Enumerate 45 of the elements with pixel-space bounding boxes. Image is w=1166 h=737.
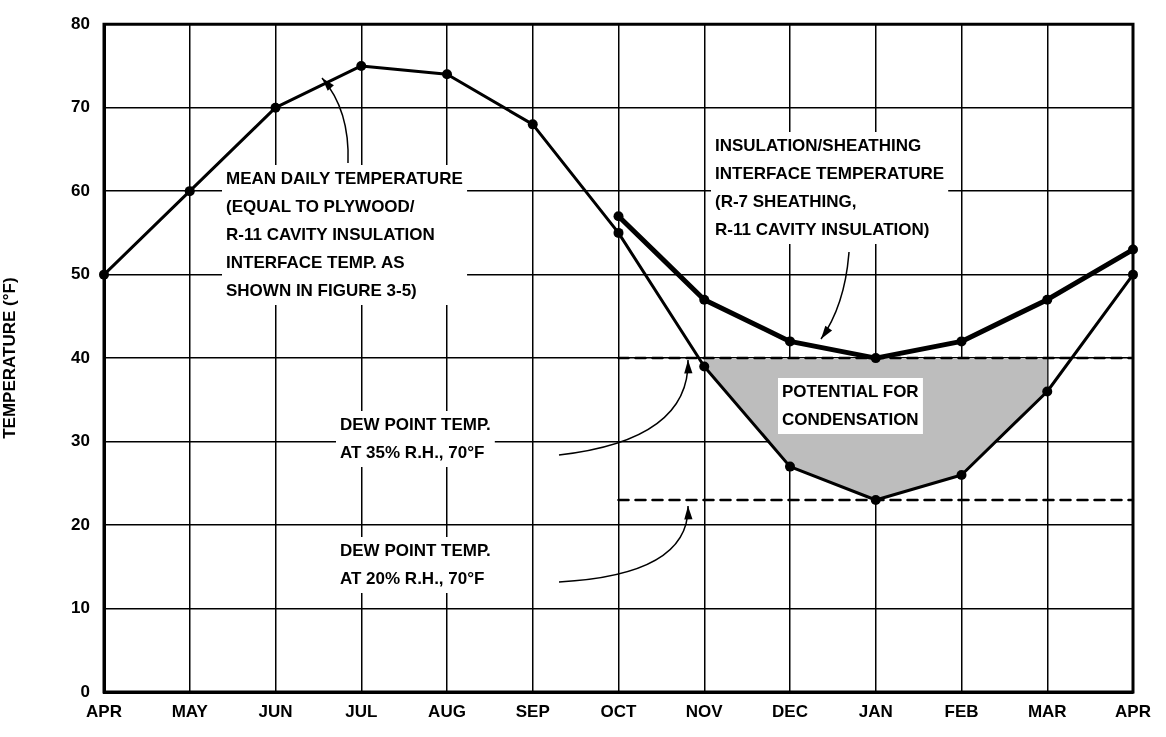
y-tick-label: 20 bbox=[71, 514, 90, 534]
y-tick-label: 70 bbox=[71, 97, 90, 117]
point bbox=[184, 186, 195, 197]
x-tick-label: NOV bbox=[685, 701, 724, 721]
annotation: INSULATION/SHEATHING INTERFACE TEMPERATURE (R-7 SHEATHING, R-11 CAVITY INSULATION) bbox=[715, 135, 945, 239]
annotation: MEAN DAILY TEMPERATURE (EQUAL TO PLYWOOD/ R-11 CAVITY INSULATION INTERFACE TEMP. AS SHOWN IN FIGURE 3-5) bbox=[226, 168, 463, 300]
point bbox=[613, 227, 624, 238]
x-tick-label: MAY bbox=[171, 701, 209, 721]
point bbox=[356, 60, 367, 71]
annotation: DEW POINT TEMP. AT 20% R.H., 70°F bbox=[340, 540, 491, 588]
y-tick-label: 80 bbox=[71, 13, 90, 33]
point bbox=[699, 294, 710, 305]
point bbox=[956, 469, 967, 480]
annotation: DEW POINT TEMP. AT 35% R.H., 70°F bbox=[340, 414, 491, 462]
y-tick-label: 50 bbox=[71, 264, 90, 284]
x-tick-label: JAN bbox=[858, 701, 893, 721]
point bbox=[1042, 386, 1053, 397]
point bbox=[442, 69, 452, 80]
point bbox=[870, 495, 881, 506]
x-tick-label: APR bbox=[1115, 701, 1151, 721]
y-tick-label: 30 bbox=[71, 431, 90, 451]
annotation: POTENTIAL FOR CONDENSATION bbox=[782, 381, 919, 429]
y-tick-label: 0 bbox=[80, 681, 90, 701]
point bbox=[1042, 294, 1053, 305]
point bbox=[785, 461, 795, 472]
x-tick-label: APR bbox=[86, 701, 122, 721]
point bbox=[613, 211, 624, 222]
x-tick-label: MAR bbox=[1027, 701, 1067, 721]
point bbox=[870, 353, 881, 364]
x-tick-label: FEB bbox=[944, 701, 979, 721]
y-tick-label: 10 bbox=[71, 598, 90, 618]
point bbox=[699, 361, 710, 372]
x-tick-label: OCT bbox=[600, 701, 638, 721]
point bbox=[785, 336, 795, 347]
y-axis-title: TEMPERATURE (°F) bbox=[0, 277, 19, 439]
point bbox=[956, 336, 967, 347]
x-tick-label: AUG bbox=[428, 701, 466, 721]
y-tick-label: 40 bbox=[71, 347, 90, 367]
point bbox=[270, 102, 281, 113]
x-tick-label: SEP bbox=[515, 701, 550, 721]
x-tick-label: DEC bbox=[772, 701, 808, 721]
y-tick-label: 60 bbox=[71, 180, 90, 200]
point bbox=[527, 119, 538, 130]
x-tick-label: JUL bbox=[345, 701, 378, 721]
x-tick-label: JUN bbox=[258, 701, 293, 721]
